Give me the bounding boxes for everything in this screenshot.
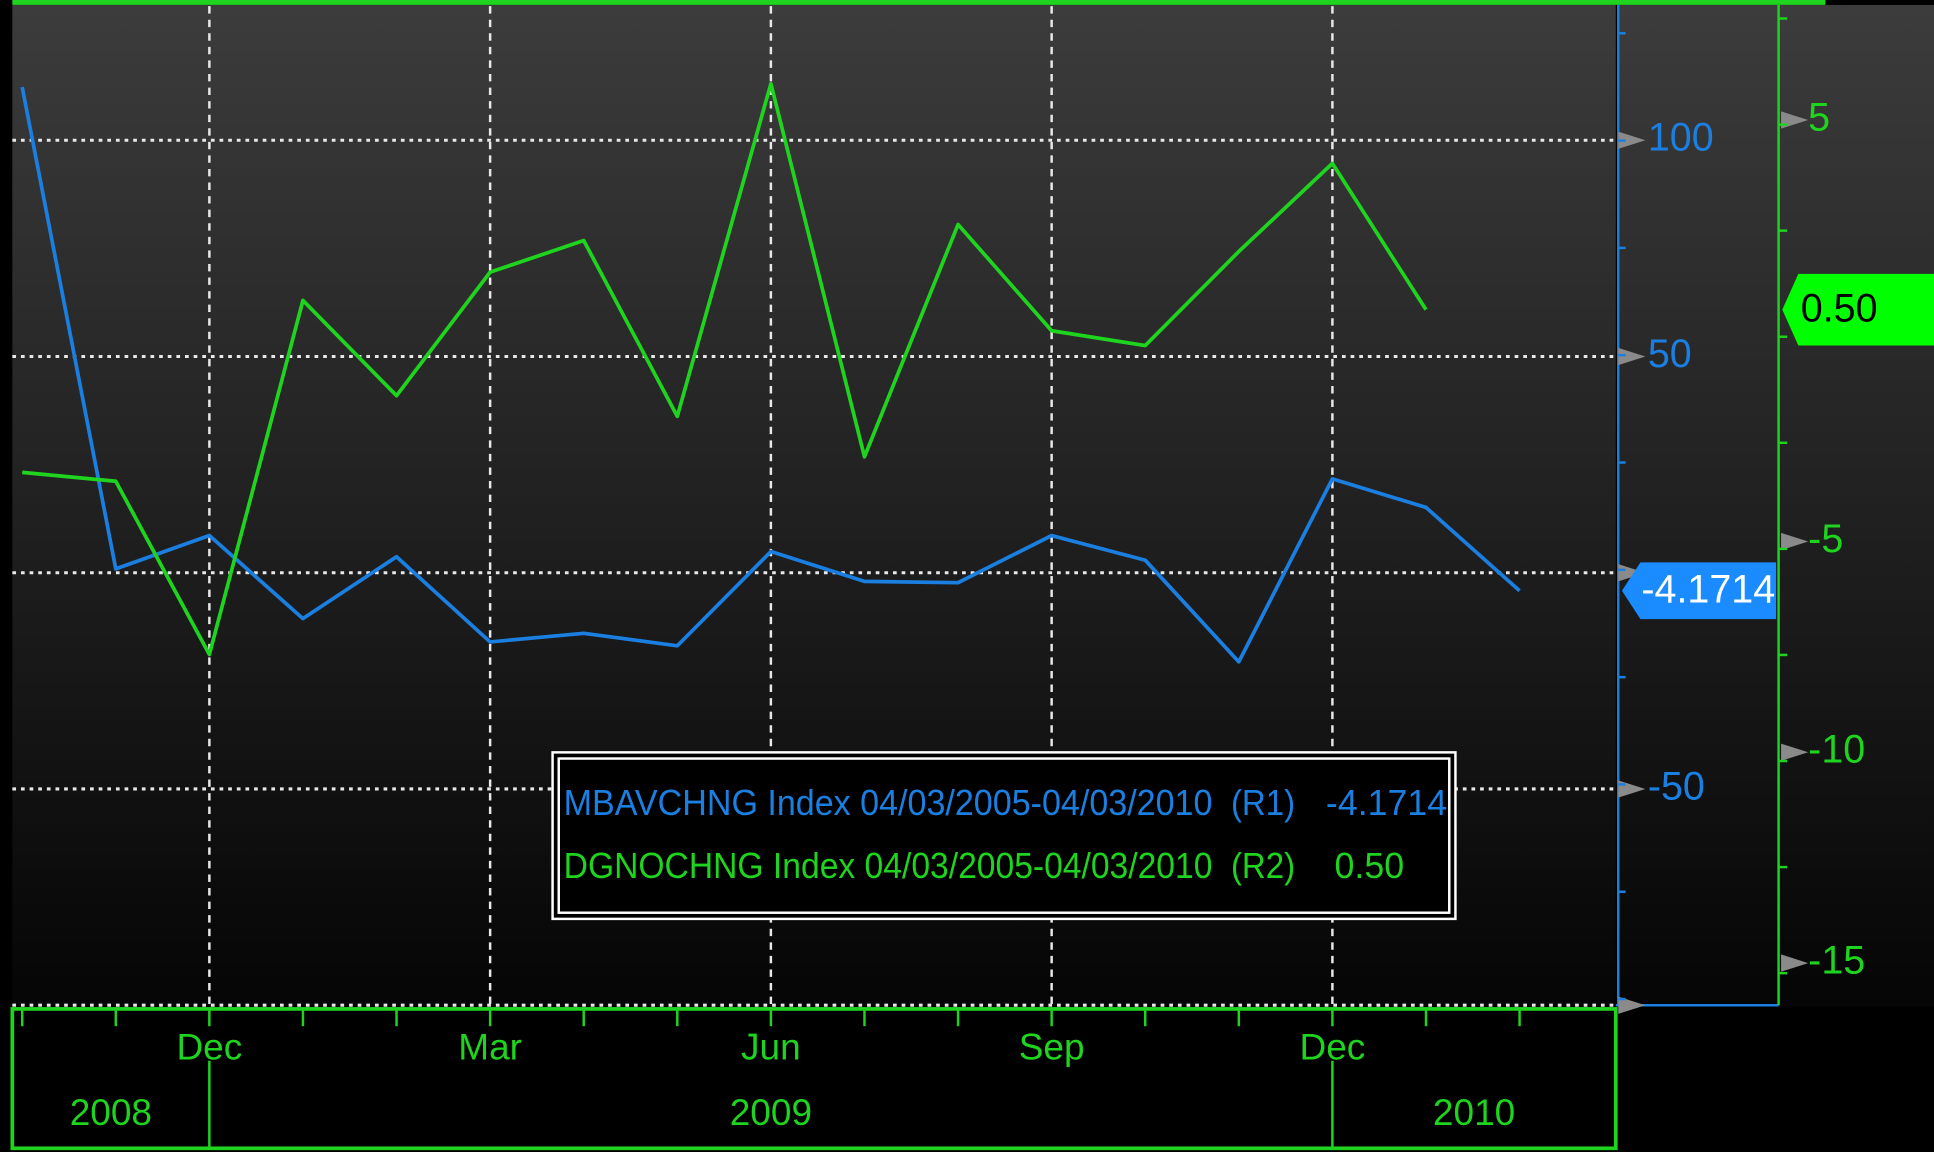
legend: MBAVCHNG Index 04/03/2005-04/03/2010 (R1)… bbox=[551, 751, 1457, 921]
axes: Dec Mar Jun Sep Dec 2008 2009 2010 -50 50 100 -15 -1… bbox=[20, 17, 1934, 1148]
legend-last-value: 0.50 bbox=[1335, 846, 1405, 886]
legend-name: DGNOCHNG Index 04/03/2005-04/03/2010 bbox=[564, 846, 1213, 886]
x-tick-label: Jun bbox=[741, 1026, 801, 1067]
x-group-label: 2009 bbox=[730, 1092, 812, 1133]
legend-axis-tag: (R2) bbox=[1231, 846, 1295, 886]
x-axis-panel bbox=[10, 1007, 1618, 1151]
y2-tick-label: -5 bbox=[1808, 517, 1843, 561]
x-group-label: 2010 bbox=[1433, 1092, 1515, 1133]
x-tick-label: Dec bbox=[1299, 1026, 1365, 1067]
legend-name: MBAVCHNG Index 04/03/2005-04/03/2010 bbox=[564, 783, 1213, 823]
y2-value-badge-label: 0.50 bbox=[1801, 286, 1878, 330]
lines bbox=[20, 81, 1521, 664]
y2-tick-label: -10 bbox=[1808, 728, 1865, 772]
y2-tick-arrow bbox=[1781, 954, 1809, 972]
y2-tick-arrow bbox=[1781, 743, 1809, 761]
y-tick-arrow bbox=[1618, 131, 1646, 149]
y-tick-arrow bbox=[1618, 996, 1646, 1014]
y-tick-label: 50 bbox=[1648, 332, 1692, 376]
y2-value-badge bbox=[1782, 273, 1934, 346]
y-value-badge bbox=[1621, 562, 1777, 620]
legend-border-inner bbox=[557, 757, 1451, 914]
axis-area bbox=[1618, 4, 1934, 1007]
y-tick-label: 100 bbox=[1648, 116, 1714, 160]
legend-last-value: -4.1714 bbox=[1326, 783, 1447, 823]
x-tick-label: Sep bbox=[1019, 1026, 1085, 1067]
y2-tick-label: 5 bbox=[1808, 95, 1830, 139]
y-tick-arrow bbox=[1618, 564, 1646, 582]
legend-axis-tag: (R1) bbox=[1231, 783, 1295, 823]
y-tick-label: -50 bbox=[1648, 764, 1705, 808]
series-line bbox=[22, 81, 1428, 657]
series-line bbox=[20, 86, 1521, 664]
x-group-label: 2008 bbox=[70, 1092, 152, 1133]
y2-tick-arrow bbox=[1781, 111, 1809, 129]
y-value-badge-label: -4.1714 bbox=[1641, 567, 1775, 611]
y2-tick-arrow bbox=[1781, 532, 1809, 551]
x-tick-label: Dec bbox=[176, 1026, 242, 1067]
x-tick-label: Mar bbox=[458, 1026, 522, 1067]
y-tick-arrow bbox=[1618, 347, 1646, 366]
y2-tick-label: -15 bbox=[1808, 938, 1865, 982]
